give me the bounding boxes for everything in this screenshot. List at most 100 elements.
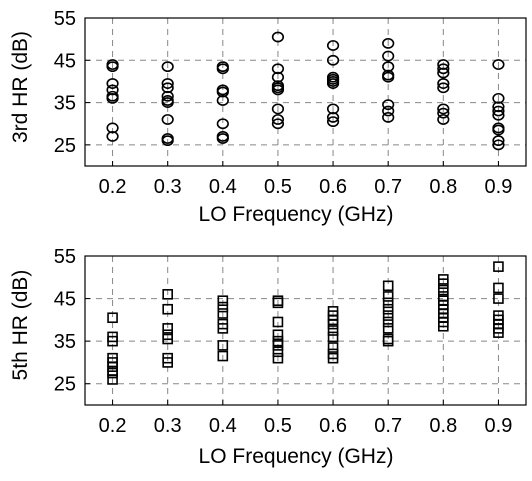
plot-3rd-hr-point (437, 103, 450, 115)
plot-3rd-hr-point (437, 63, 450, 75)
plot-3rd-hr-point (382, 50, 395, 62)
plot-3rd-hr-point (271, 114, 285, 125)
plot-5th-hr-point (382, 335, 394, 347)
plot-3rd-hr-point (382, 71, 395, 83)
plot-3rd-hr-ytick-label: 25 (54, 135, 76, 157)
plot-3rd-hr-ytick-label: 35 (54, 93, 76, 115)
plot-5th-hr-point (107, 312, 118, 324)
plot-5th-hr-point (162, 333, 173, 345)
plot-3rd-hr-point (106, 92, 119, 104)
plot-3rd-hr-ytick-label: 45 (54, 50, 76, 72)
plot-3rd-hr-xtick-label: 0.4 (209, 176, 237, 198)
plot-5th-hr-point (382, 297, 394, 309)
plot-5th-hr-point (327, 318, 339, 330)
plot-3rd-hr-point (326, 40, 340, 51)
plot-3rd-hr-point (492, 109, 505, 121)
plot-5th-hr-point (382, 291, 394, 302)
plot-5th-hr-point (438, 284, 449, 296)
plot-5th-hr-point (438, 278, 449, 289)
plot-3rd-hr-ytick-label: 55 (54, 8, 76, 30)
plot-5th-hr: 5th HR (dB) LO Frequency (GHz) 0.2 0.3 0.4… (9, 246, 527, 468)
plot-5th-hr-point (493, 261, 504, 272)
plot-3rd-hr-point (161, 90, 174, 102)
plot-3rd-hr-point (161, 114, 174, 125)
plot-5th-hr-point (382, 323, 394, 334)
plot-5th-hr-xlabel: LO Frequency (GHz) (199, 445, 394, 468)
plot-5th-hr-point (217, 295, 229, 307)
plot-3rd-hr-xtick-label: 0.2 (99, 176, 127, 198)
plot-3rd-hr-point (106, 61, 119, 73)
plot-3rd-hr-point (326, 78, 340, 89)
plot-3rd-hr-point (106, 130, 119, 142)
plot-3rd-hr-point (382, 105, 395, 117)
plot-3rd-hr: 3rd HR (dB) LO Frequency (GHz) 0.2 0.3 0.4… (9, 8, 527, 226)
plot-5th-hr-xtick-label: 0.7 (374, 415, 402, 437)
plot-5th-hr-ylabel: 5th HR (dB) (9, 270, 32, 381)
plot-5th-hr-point (107, 335, 118, 347)
plot-5th-hr-xtick-label: 0.6 (319, 415, 347, 437)
plot-5th-hr-point (272, 340, 284, 351)
plot-5th-hr-point (272, 297, 284, 309)
plot-5th-hr-ytick-label: 25 (54, 374, 76, 396)
plot-3rd-hr-frame (84, 17, 527, 167)
plot-5th-hr-ytick-label: 45 (54, 289, 76, 311)
plot-5th-hr-xtick-label: 0.9 (485, 415, 513, 437)
plot-5th-hr-point (493, 327, 504, 338)
plot-3rd-hr-point (382, 99, 395, 111)
plot-3rd-hr-xtick-label: 0.3 (154, 176, 182, 198)
plot-5th-hr-ytick-label: 35 (54, 331, 76, 353)
plot-5th-hr-point (327, 325, 339, 336)
plot-5th-hr-point (162, 303, 173, 315)
plot-3rd-hr-xtick-label: 0.8 (429, 176, 457, 198)
plot-5th-hr-ytick-label: 55 (54, 246, 76, 268)
plot-3rd-hr-point (492, 59, 505, 70)
plot-3rd-hr-xtick-label: 0.7 (374, 176, 402, 198)
plot-3rd-hr-point (492, 135, 505, 147)
plot-3rd-hr-point (216, 118, 229, 130)
plot-3rd-hr-ylabel: 3rd HR (dB) (9, 31, 32, 143)
plot-5th-hr-point (107, 367, 118, 379)
plot-5th-hr-point (272, 346, 284, 358)
plot-3rd-hr-point (437, 114, 450, 125)
plot-3rd-hr-point (437, 82, 450, 94)
plot-5th-hr-xtick-label: 0.3 (154, 415, 182, 437)
plot-3rd-hr-xtick-label: 0.9 (485, 176, 513, 198)
plot-5th-hr-point (493, 293, 504, 304)
plot-5th-hr-point (217, 340, 229, 351)
plot-5th-hr-xtick-label: 0.8 (429, 415, 457, 437)
plot-3rd-hr-point (161, 78, 174, 89)
plot-3rd-hr-point (216, 63, 229, 75)
plot-3rd-hr-point (382, 37, 395, 49)
plot-5th-hr-point (272, 329, 284, 341)
plot-3rd-hr-point (271, 118, 285, 130)
plot-5th-hr-point (217, 301, 229, 313)
plot-5th-hr-point (493, 282, 504, 294)
plot-5th-hr-point (327, 342, 339, 353)
plot-3rd-hr-point (326, 54, 340, 66)
plot-3rd-hr-point (106, 78, 119, 89)
plot-5th-hr-point (162, 323, 173, 334)
plot-3rd-hr-point (271, 84, 285, 96)
plot-5th-hr-point (217, 323, 229, 334)
plot-5th-hr-point (272, 352, 284, 364)
plot-5th-hr-point (438, 320, 449, 332)
plot-5th-hr-point (327, 331, 339, 343)
plot-5th-hr-point (217, 308, 229, 319)
plot-3rd-hr-point (492, 139, 505, 151)
plot-3rd-hr-point (161, 97, 174, 108)
plot-5th-hr-point (217, 350, 229, 362)
plot-5th-hr-frame (84, 255, 527, 406)
plot-5th-hr-xtick-label: 0.4 (209, 415, 237, 437)
plot-5th-hr-point (382, 310, 394, 321)
plot-5th-hr-point (327, 352, 339, 364)
plot-3rd-hr-point (382, 111, 395, 123)
plot-3rd-hr-point (492, 105, 505, 117)
plot-3rd-hr-point (271, 103, 285, 115)
plot-5th-hr-xtick-label: 0.5 (264, 415, 292, 437)
plot-3rd-hr-xtick-label: 0.5 (264, 176, 292, 198)
plot-5th-hr-point (162, 357, 173, 368)
plot-3rd-hr-xtick-label: 0.6 (319, 176, 347, 198)
plot-3rd-hr-point (326, 111, 340, 123)
plot-3rd-hr-point (437, 67, 450, 79)
